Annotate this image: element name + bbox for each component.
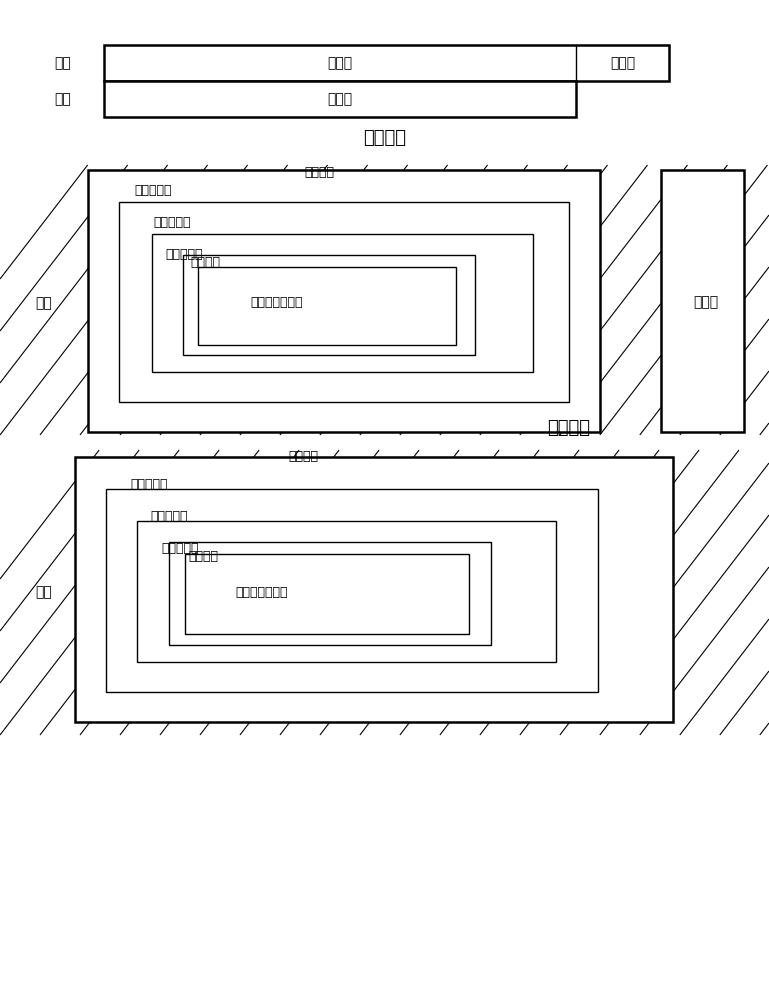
- Bar: [119, 202, 569, 402]
- Text: 层一: 层一: [55, 92, 72, 106]
- Text: 轮廓线区: 轮廓线区: [304, 165, 335, 178]
- Text: 内侧填充区: 内侧填充区: [161, 542, 199, 554]
- Text: 外侧填充区: 外侧填充区: [135, 184, 172, 196]
- Text: 层二: 层二: [55, 56, 72, 70]
- Text: 轮廓线区: 轮廓线区: [188, 550, 218, 562]
- Bar: [185, 554, 469, 634]
- Text: 层叠区: 层叠区: [328, 92, 352, 106]
- Text: 层二: 层二: [35, 296, 52, 310]
- Bar: [152, 234, 533, 372]
- Text: 中间填充区: 中间填充区: [150, 510, 188, 524]
- Text: 轮廓线区: 轮廓线区: [191, 256, 221, 269]
- Text: 外侧填充区: 外侧填充区: [131, 479, 168, 491]
- Text: 非打印扫描区域: 非打印扫描区域: [235, 585, 288, 598]
- Bar: [198, 267, 456, 345]
- Text: 轮廓线区: 轮廓线区: [288, 450, 319, 464]
- Text: 等间距线: 等间距线: [548, 419, 591, 437]
- Text: 层一: 层一: [35, 585, 52, 599]
- Bar: [88, 170, 600, 432]
- Text: 层叠区: 层叠区: [328, 56, 352, 70]
- Text: 层差区: 层差区: [694, 295, 718, 309]
- Bar: [0, 165, 769, 435]
- Bar: [183, 255, 475, 355]
- Text: 等间距线: 等间距线: [363, 129, 406, 147]
- Bar: [137, 521, 556, 662]
- Text: 层差区: 层差区: [610, 56, 635, 70]
- Bar: [104, 81, 576, 117]
- Bar: [661, 170, 744, 432]
- Text: 内侧填充区: 内侧填充区: [165, 248, 203, 261]
- Text: 非打印扫描区域: 非打印扫描区域: [251, 296, 303, 310]
- Text: 中间填充区: 中间填充区: [154, 216, 191, 229]
- Bar: [75, 457, 673, 722]
- Bar: [106, 489, 598, 692]
- Bar: [104, 45, 669, 81]
- Bar: [169, 542, 491, 645]
